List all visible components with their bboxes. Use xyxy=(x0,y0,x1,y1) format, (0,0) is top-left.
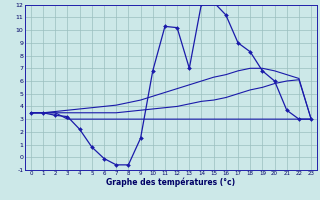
X-axis label: Graphe des températures (°c): Graphe des températures (°c) xyxy=(107,178,236,187)
